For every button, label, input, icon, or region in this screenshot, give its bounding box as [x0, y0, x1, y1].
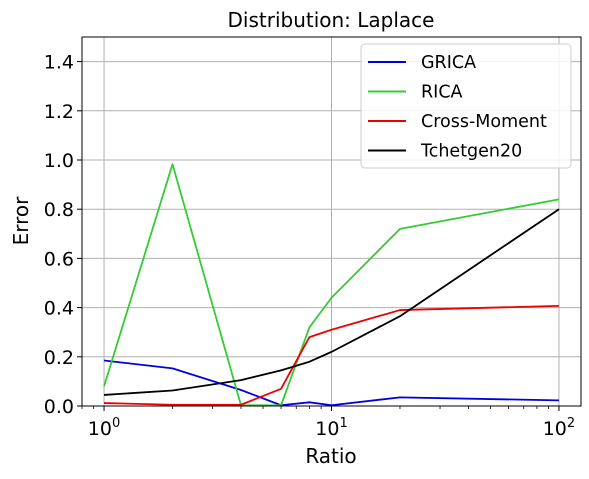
series-lines	[103, 163, 560, 407]
y-tick-label: 0.2	[44, 347, 74, 369]
y-tick-label: 0.8	[44, 199, 74, 221]
legend-label: GRICA	[421, 53, 476, 73]
legend-label: Tchetgen20	[420, 142, 522, 162]
series-line-grica	[103, 359, 559, 407]
y-tick-label: 0.6	[44, 248, 74, 270]
y-tick-label: 1.0	[44, 150, 74, 172]
legend-box	[360, 43, 572, 169]
x-axis-label: Ratio	[305, 444, 356, 468]
x-tick-label: 100	[88, 416, 120, 440]
legend-label: RICA	[421, 83, 463, 103]
series-line-cross-moment	[104, 304, 559, 406]
chart-title: Distribution: Laplace	[228, 8, 435, 32]
y-tick-label: 1.4	[44, 52, 74, 74]
x-tick-label: 101	[315, 416, 347, 440]
series-line-tchetgen20	[103, 208, 560, 396]
y-axis-label: Error	[9, 196, 33, 246]
legend-label: Cross-Moment	[421, 112, 547, 132]
legend: GRICA RICA Cross-Moment Tchetgen20	[360, 43, 572, 169]
y-tick-label: 0.4	[44, 298, 74, 320]
y-tick-label: 0.0	[44, 396, 74, 418]
axis-ticks: 100 101 102 0.0 0.2 0.4 0.6 0.8 1.0 1.2 1.4	[44, 52, 575, 440]
x-tick-label: 102	[543, 416, 575, 440]
y-tick-label: 1.2	[44, 101, 74, 123]
